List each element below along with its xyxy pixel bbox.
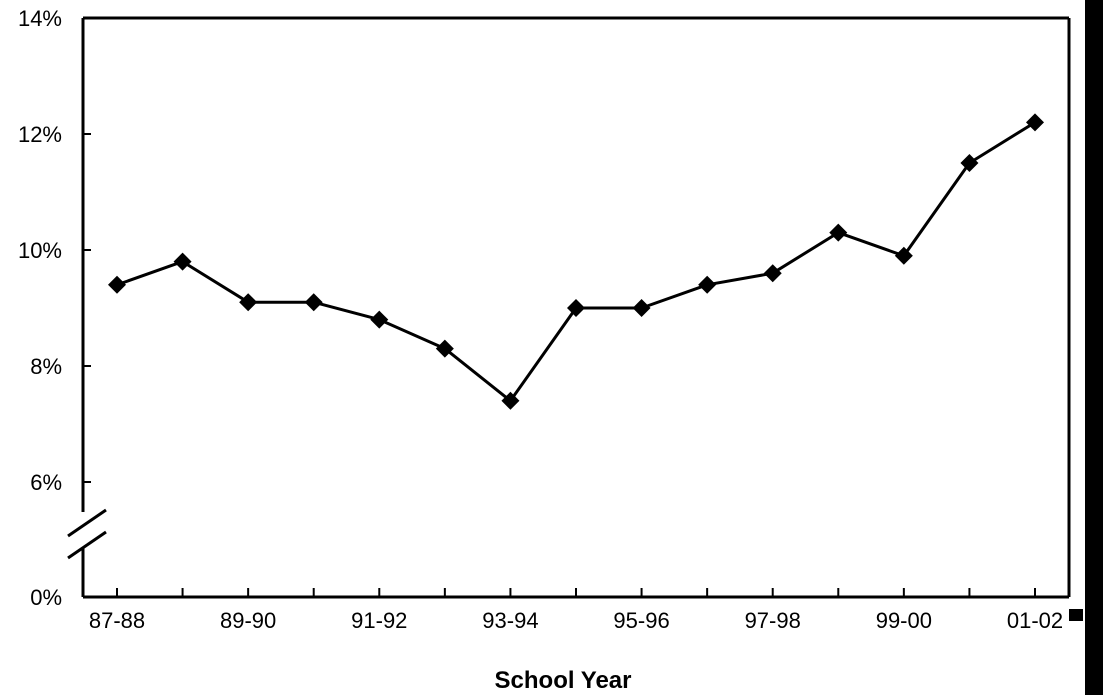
x-tick-label: 99-00 [876, 608, 932, 633]
y-tick-label: 10% [18, 238, 62, 263]
x-tick-label: 01-02 [1007, 608, 1063, 633]
series [108, 113, 1044, 410]
corner-square-mark [1069, 609, 1083, 621]
data-point-marker [501, 391, 520, 410]
y-tick-label: 0% [30, 585, 62, 610]
y-axis-break-mark [67, 530, 107, 560]
data-point-marker [1026, 113, 1044, 132]
data-point-marker [435, 339, 454, 358]
data-point-marker [173, 252, 192, 271]
x-tick-label: 87-88 [89, 608, 145, 633]
y-tick-label: 6% [30, 470, 62, 495]
x-tick-label: 91-92 [351, 608, 407, 633]
data-point-marker [108, 275, 126, 294]
y-tick-label: 14% [18, 6, 62, 31]
y-tick-label: 8% [30, 354, 62, 379]
x-tick-label: 95-96 [613, 608, 669, 633]
x-tick-label: 89-90 [220, 608, 276, 633]
data-point-marker [632, 299, 651, 317]
y-tick-label: 12% [18, 122, 62, 147]
data-point-marker [960, 154, 979, 172]
axes [67, 16, 1071, 599]
series-line [116, 121, 1036, 403]
y-axis-break-mark [67, 508, 107, 538]
right-edge-bar [1085, 0, 1103, 695]
data-point-marker [829, 223, 848, 242]
labels: 0% 6% 8% 10% 12% 14% 87-88 89-90 91-92 93-94 95-96… [18, 6, 1063, 633]
data-point-marker [567, 299, 585, 317]
x-tick-label: 97-98 [745, 608, 801, 633]
data-point-marker [370, 310, 389, 329]
data-point-marker [894, 246, 913, 265]
data-point-marker [304, 293, 323, 312]
x-tick-label: 93-94 [482, 608, 538, 633]
x-axis-title: School Year [495, 667, 632, 694]
data-point-marker [239, 293, 258, 312]
data-point-marker [763, 264, 782, 283]
data-point-marker [698, 275, 717, 294]
